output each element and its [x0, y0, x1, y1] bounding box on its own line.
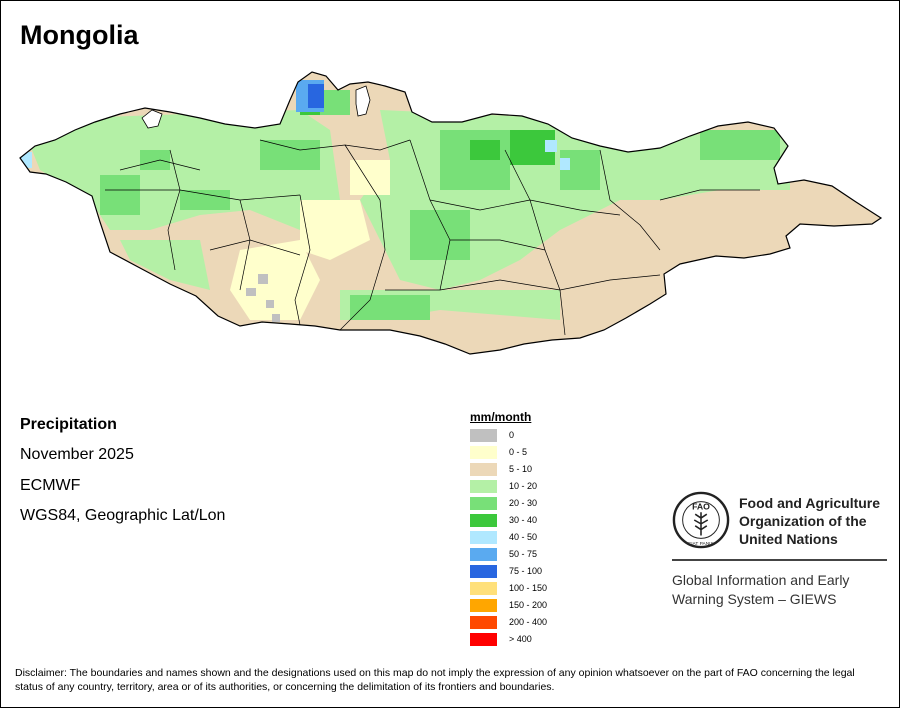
org-name-line-3: United Nations	[739, 531, 838, 547]
org-name-line-1: Food and Agriculture	[739, 495, 881, 511]
legend-swatch	[470, 582, 497, 595]
legend-swatch	[470, 514, 497, 527]
fao-logo-letters: FAO	[692, 501, 710, 511]
legend-label: 10 - 20	[509, 481, 538, 491]
organization-name: Food and Agriculture Organization of the…	[739, 494, 880, 548]
legend-label: 75 - 100	[509, 566, 543, 576]
legend-label: 150 - 200	[509, 600, 548, 610]
giews-label: Global Information and Early Warning Sys…	[672, 571, 849, 609]
legend-label: > 400	[509, 634, 532, 644]
legend-swatch	[470, 616, 497, 629]
legend-label: 0	[509, 430, 515, 440]
legend-label: 100 - 150	[509, 583, 548, 593]
legend-swatch	[470, 463, 497, 476]
divider	[672, 559, 887, 561]
giews-line-2: Warning System – GIEWS	[672, 591, 837, 607]
legend-label: 50 - 75	[509, 549, 538, 559]
legend-label: 0 - 5	[509, 447, 528, 457]
legend-label: 40 - 50	[509, 532, 538, 542]
precipitation-map	[19, 71, 882, 355]
legend-swatch	[470, 531, 497, 544]
legend-label: 5 - 10	[509, 464, 533, 474]
legend-swatch	[470, 429, 497, 442]
legend-swatch	[470, 599, 497, 612]
legend-swatch	[470, 565, 497, 578]
period-label: November 2025	[20, 446, 134, 463]
legend-swatch	[470, 497, 497, 510]
org-name-line-2: Organization of the	[739, 513, 867, 529]
legend-label: 200 - 400	[509, 617, 548, 627]
legend-swatch	[470, 446, 497, 459]
legend-swatch	[470, 548, 497, 561]
legend-label: 30 - 40	[509, 515, 538, 525]
giews-line-1: Global Information and Early	[672, 572, 850, 588]
legend-swatch	[470, 480, 497, 493]
disclaimer: Disclaimer: The boundaries and names sho…	[15, 667, 855, 693]
fao-logo-motto: FIAT PANIS	[688, 541, 714, 547]
model-label: ECMWF	[20, 477, 81, 494]
projection-label: WGS84, Geographic Lat/Lon	[20, 507, 226, 524]
map-title: Mongolia	[20, 20, 139, 50]
variable-label: Precipitation	[20, 416, 117, 433]
legend-unit: mm/month	[470, 410, 532, 424]
legend-label: 20 - 30	[509, 498, 538, 508]
legend-swatch	[470, 633, 497, 646]
fao-logo: FAO FIAT PANIS	[672, 491, 730, 549]
